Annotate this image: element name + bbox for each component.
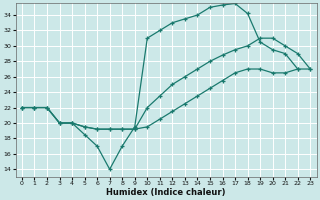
X-axis label: Humidex (Indice chaleur): Humidex (Indice chaleur): [106, 188, 226, 197]
